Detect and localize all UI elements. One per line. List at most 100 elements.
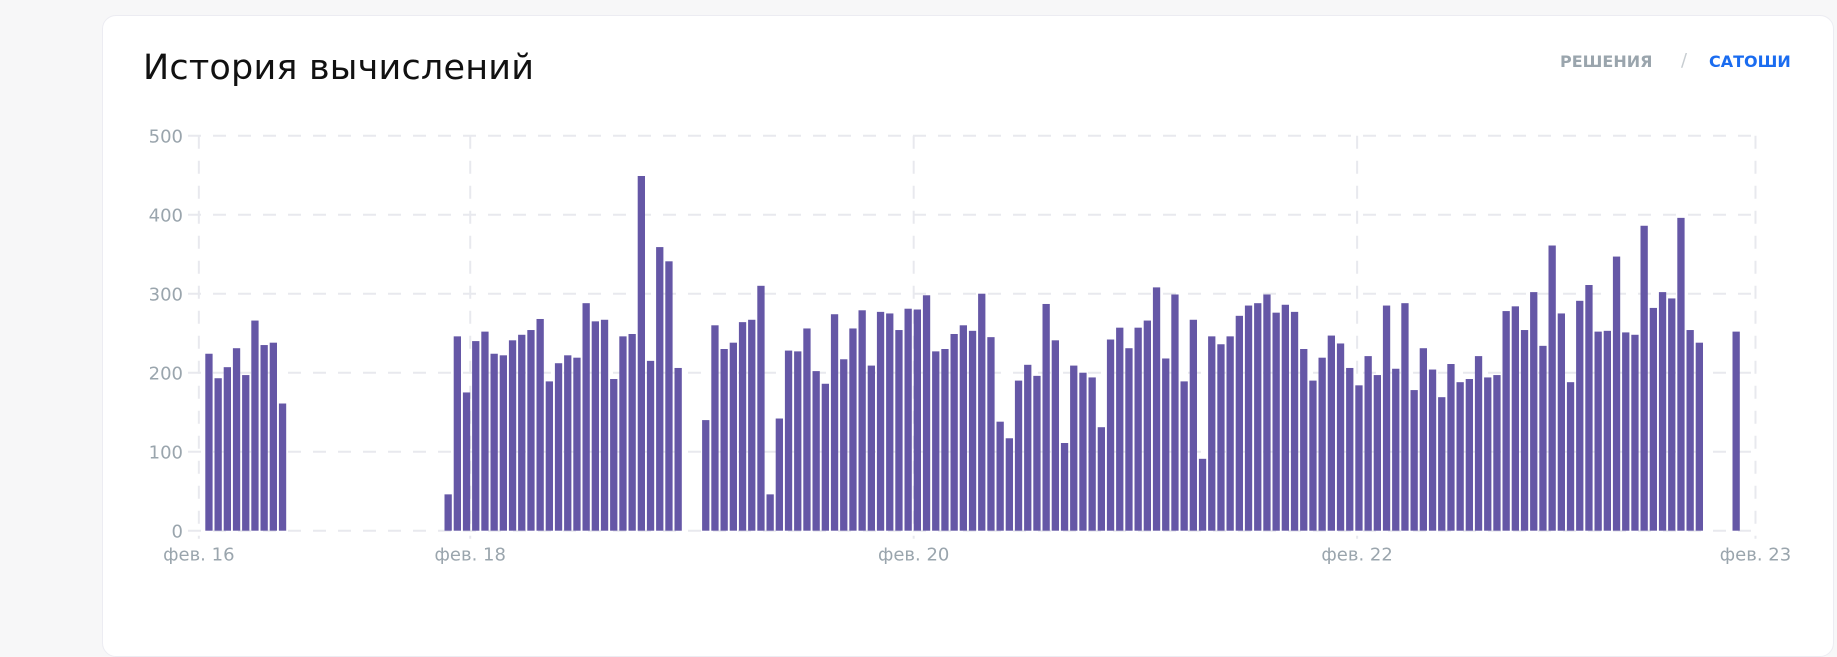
bar bbox=[490, 353, 498, 531]
bar bbox=[895, 330, 903, 531]
bar bbox=[1520, 330, 1529, 531]
bar bbox=[242, 375, 250, 531]
bar bbox=[1281, 304, 1289, 531]
toggle-solutions[interactable]: РЕШЕНИЯ bbox=[1560, 52, 1653, 71]
bar bbox=[1695, 342, 1703, 531]
bar bbox=[1198, 458, 1207, 531]
bar bbox=[803, 328, 811, 531]
x-tick-label: фев. 16 bbox=[163, 545, 234, 566]
bar bbox=[1566, 382, 1575, 531]
bar bbox=[1373, 375, 1381, 531]
bar bbox=[1079, 372, 1087, 531]
bar bbox=[1208, 336, 1216, 531]
bar bbox=[959, 325, 967, 531]
bar bbox=[453, 336, 461, 531]
bar bbox=[748, 319, 756, 531]
bar bbox=[1014, 380, 1023, 531]
bar bbox=[1576, 300, 1584, 531]
bar bbox=[1272, 312, 1280, 531]
bar bbox=[1539, 345, 1547, 531]
bar bbox=[1005, 438, 1013, 531]
bar bbox=[1318, 357, 1326, 531]
bar bbox=[1438, 397, 1446, 531]
bar bbox=[849, 328, 857, 531]
bar bbox=[214, 378, 222, 531]
bar bbox=[1152, 287, 1161, 531]
bar bbox=[932, 351, 940, 531]
bar bbox=[886, 313, 894, 531]
bar bbox=[720, 349, 728, 531]
bar bbox=[1419, 348, 1427, 531]
bar bbox=[1180, 381, 1188, 531]
bar bbox=[1097, 427, 1105, 531]
bar bbox=[757, 285, 765, 531]
bar bbox=[573, 357, 581, 531]
bar bbox=[1456, 382, 1464, 531]
bar bbox=[1530, 292, 1538, 531]
bar bbox=[1290, 311, 1299, 531]
bar bbox=[674, 367, 682, 531]
bar bbox=[1465, 379, 1473, 531]
bar bbox=[610, 379, 618, 531]
bar bbox=[1612, 256, 1621, 531]
bar bbox=[1033, 375, 1041, 531]
bar bbox=[278, 403, 287, 531]
history-card bbox=[102, 15, 1834, 657]
bar bbox=[1051, 340, 1059, 531]
bar bbox=[968, 330, 977, 531]
bar bbox=[1217, 344, 1225, 531]
bar bbox=[1116, 327, 1124, 531]
x-tick-label: фев. 18 bbox=[435, 545, 506, 566]
bar bbox=[1649, 307, 1657, 531]
bar bbox=[775, 418, 783, 531]
y-tick-label: 500 bbox=[149, 127, 183, 148]
toggle-satoshi[interactable]: САТОШИ bbox=[1709, 52, 1791, 71]
bar bbox=[1677, 217, 1685, 531]
bar bbox=[1686, 330, 1694, 531]
bar bbox=[1428, 369, 1437, 531]
bar bbox=[444, 494, 452, 531]
bar bbox=[702, 420, 710, 531]
bar bbox=[1585, 285, 1593, 531]
bar bbox=[711, 325, 719, 531]
bar bbox=[1042, 303, 1050, 531]
bar bbox=[646, 360, 655, 531]
bar bbox=[1263, 294, 1271, 531]
bar bbox=[1392, 368, 1400, 531]
bar bbox=[600, 319, 609, 531]
bar bbox=[922, 295, 931, 531]
bar bbox=[1300, 349, 1308, 531]
bar bbox=[867, 365, 875, 531]
bar bbox=[554, 363, 563, 531]
bar bbox=[1024, 364, 1032, 531]
bar bbox=[1244, 305, 1253, 531]
y-tick-label: 100 bbox=[149, 443, 183, 464]
bar bbox=[821, 383, 829, 531]
y-tick-label: 0 bbox=[172, 522, 183, 543]
bar bbox=[1327, 335, 1335, 531]
bar bbox=[1162, 358, 1170, 531]
bar bbox=[1474, 356, 1483, 531]
bar bbox=[941, 349, 949, 531]
bar bbox=[1355, 385, 1363, 531]
bar bbox=[858, 310, 866, 531]
y-tick-label: 200 bbox=[149, 364, 183, 385]
bar bbox=[1336, 343, 1345, 531]
bar bbox=[251, 320, 259, 531]
bar bbox=[665, 261, 673, 531]
bar bbox=[481, 331, 489, 531]
bar bbox=[987, 337, 995, 531]
bar bbox=[260, 345, 268, 531]
bar bbox=[1668, 298, 1676, 531]
bar bbox=[1594, 331, 1602, 531]
bar bbox=[499, 355, 507, 531]
bar bbox=[232, 348, 241, 531]
y-tick-label: 400 bbox=[149, 206, 183, 227]
bar bbox=[619, 336, 627, 531]
bar bbox=[462, 392, 471, 531]
bar bbox=[1640, 225, 1648, 531]
bar bbox=[1088, 377, 1096, 531]
bar bbox=[978, 293, 986, 531]
bar bbox=[1125, 348, 1133, 531]
bar bbox=[1401, 303, 1409, 531]
